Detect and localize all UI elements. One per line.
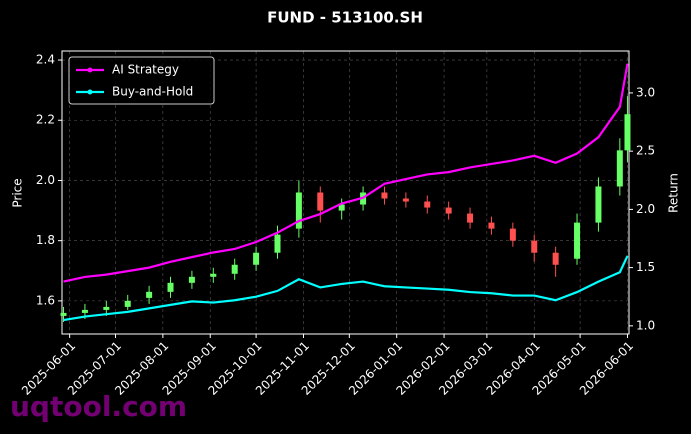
legend-box: [68, 56, 215, 105]
candle-body: [295, 192, 302, 229]
candle-body: [317, 192, 324, 211]
watermark: uqtool.com: [10, 390, 187, 423]
candle-body: [274, 234, 281, 253]
candle-body: [616, 150, 623, 187]
y2-tick-label: 1.5: [636, 260, 655, 274]
candle-body: [531, 240, 538, 253]
series-line: [63, 63, 629, 283]
plot-frame: [61, 50, 630, 335]
candle-body: [402, 198, 409, 202]
chart-title: FUND - 513100.SH: [267, 9, 423, 27]
candle-body: [574, 222, 581, 259]
candle-body: [424, 201, 431, 208]
series-line: [63, 255, 629, 322]
candle-body: [338, 204, 345, 211]
legend-marker: [87, 89, 93, 95]
y2-tick-label: 1.0: [636, 318, 655, 332]
y2-axis-label: Return: [667, 173, 681, 213]
candle-body: [167, 282, 174, 292]
candle-body: [445, 207, 452, 214]
y-axis-label: Price: [11, 178, 25, 207]
candle-body: [253, 252, 260, 265]
y2-tick-label: 2.0: [636, 202, 655, 216]
legend-label: AI Strategy: [112, 63, 179, 77]
candle-body: [467, 213, 474, 223]
candle-body: [210, 273, 217, 277]
candle-body: [488, 222, 495, 229]
legend-label: Buy-and-Hold: [112, 85, 193, 99]
legend-marker: [87, 67, 93, 73]
candle-body: [552, 252, 559, 265]
y-tick-label: 1.8: [36, 233, 55, 247]
y-tick-label: 2.4: [36, 53, 55, 67]
y-tick-label: 1.6: [36, 293, 55, 307]
candle-body: [188, 276, 195, 283]
candle-body: [381, 192, 388, 199]
candle-body: [509, 228, 516, 241]
candle-body: [146, 291, 153, 298]
y2-tick-label: 2.5: [636, 144, 655, 158]
y2-tick-label: 3.0: [636, 85, 655, 99]
y-tick-label: 2.0: [36, 173, 55, 187]
candle-body: [231, 264, 238, 274]
candle-body: [81, 309, 88, 313]
candle-body: [595, 186, 602, 223]
y-tick-label: 2.2: [36, 113, 55, 127]
candle-body: [624, 114, 631, 151]
candle-body: [103, 306, 110, 310]
candle-body: [60, 312, 67, 316]
candle-body: [124, 300, 131, 307]
